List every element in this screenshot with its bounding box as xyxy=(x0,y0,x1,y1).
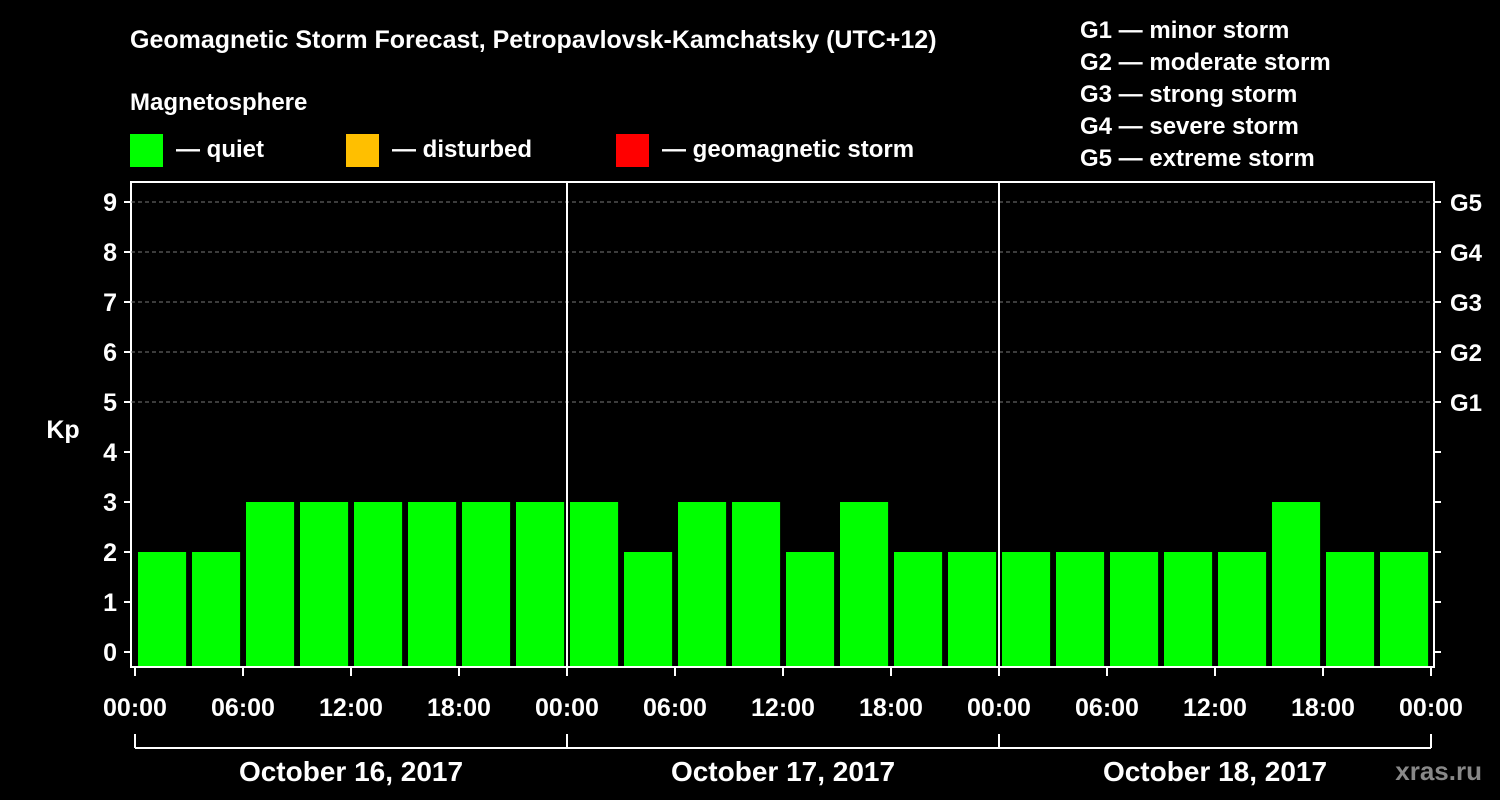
y-tick-label: 5 xyxy=(103,389,117,417)
storm-scale-item: G5 — extreme storm xyxy=(1080,145,1315,172)
kp-bar xyxy=(1380,552,1429,666)
kp-bar xyxy=(624,552,673,666)
x-tick-label: 12:00 xyxy=(1183,694,1247,722)
y-tick-label: 4 xyxy=(103,439,117,467)
day-label: October 17, 2017 xyxy=(671,756,895,787)
kp-bar xyxy=(1218,552,1267,666)
x-tick-label: 18:00 xyxy=(859,694,923,722)
x-tick-label: 00:00 xyxy=(103,694,167,722)
kp-bar xyxy=(516,502,565,666)
x-tick-label: 00:00 xyxy=(1399,694,1463,722)
x-tick-label: 00:00 xyxy=(967,694,1031,722)
x-tick-label: 06:00 xyxy=(1075,694,1139,722)
kp-bar xyxy=(1164,552,1213,666)
y-tick-label: 6 xyxy=(103,339,117,367)
storm-scale-legend: G1 — minor storm G2 — moderate storm G3 — … xyxy=(1080,17,1331,172)
kp-bar xyxy=(354,502,403,666)
kp-bar xyxy=(1272,502,1321,666)
x-tick-label: 06:00 xyxy=(643,694,707,722)
kp-bar xyxy=(1056,552,1105,666)
watermark: xras.ru xyxy=(1395,756,1482,786)
storm-scale-item: G1 — minor storm xyxy=(1080,17,1289,44)
legend-label: — quiet xyxy=(176,136,264,163)
y-tick-label: 1 xyxy=(103,589,117,617)
kp-bar xyxy=(840,502,889,666)
x-tick-label: 06:00 xyxy=(211,694,275,722)
y-tick-label: 2 xyxy=(103,539,117,567)
g-level-label: G5 xyxy=(1450,190,1482,217)
x-tick-label: 12:00 xyxy=(319,694,383,722)
storm-scale-item: G3 — strong storm xyxy=(1080,81,1297,108)
x-tick-label: 18:00 xyxy=(1291,694,1355,722)
x-tick-label: 12:00 xyxy=(751,694,815,722)
storm-scale-item: G4 — severe storm xyxy=(1080,113,1299,140)
chart-title: Geomagnetic Storm Forecast, Petropavlovs… xyxy=(130,26,937,54)
g-level-label: G4 xyxy=(1450,240,1483,267)
kp-bar xyxy=(138,552,187,666)
kp-bar xyxy=(192,552,241,666)
y-tick-label: 3 xyxy=(103,489,117,517)
y-tick-label: 8 xyxy=(103,239,117,267)
kp-bar xyxy=(948,552,997,666)
kp-bar xyxy=(1326,552,1375,666)
kp-bar xyxy=(462,502,511,666)
g-level-label: G2 xyxy=(1450,340,1482,367)
x-tick-label: 18:00 xyxy=(427,694,491,722)
y-axis-label: Kp xyxy=(46,416,79,444)
kp-bar xyxy=(1110,552,1159,666)
day-label: October 16, 2017 xyxy=(239,756,463,787)
legend-swatch xyxy=(130,134,163,167)
g-level-label: G3 xyxy=(1450,290,1482,317)
kp-bar xyxy=(786,552,835,666)
x-tick-label: 00:00 xyxy=(535,694,599,722)
legend: — quiet — disturbed — geomagnetic storm xyxy=(130,134,914,167)
plot-area: 0 1 2 3 4 5 6 7 8 9 G1 G2 G3 G4 G5 00:00 06:00 12:00 18:00… xyxy=(103,181,1483,787)
storm-scale-item: G2 — moderate storm xyxy=(1080,49,1331,76)
g-level-label: G1 xyxy=(1450,390,1482,417)
y-tick-label: 9 xyxy=(103,189,117,217)
kp-bar xyxy=(732,502,781,666)
kp-bar xyxy=(678,502,727,666)
legend-swatch xyxy=(616,134,649,167)
kp-bar xyxy=(894,552,943,666)
legend-label: — geomagnetic storm xyxy=(662,136,914,163)
y-tick-label: 0 xyxy=(103,639,117,667)
kp-bar xyxy=(246,502,295,666)
kp-bar xyxy=(1002,552,1051,666)
day-label: October 18, 2017 xyxy=(1103,756,1327,787)
y-tick-label: 7 xyxy=(103,289,117,317)
legend-title: Magnetosphere xyxy=(130,89,307,116)
legend-swatch xyxy=(346,134,379,167)
kp-bar xyxy=(408,502,457,666)
legend-label: — disturbed xyxy=(392,136,532,163)
kp-bar xyxy=(570,502,619,666)
kp-bar xyxy=(300,502,349,666)
